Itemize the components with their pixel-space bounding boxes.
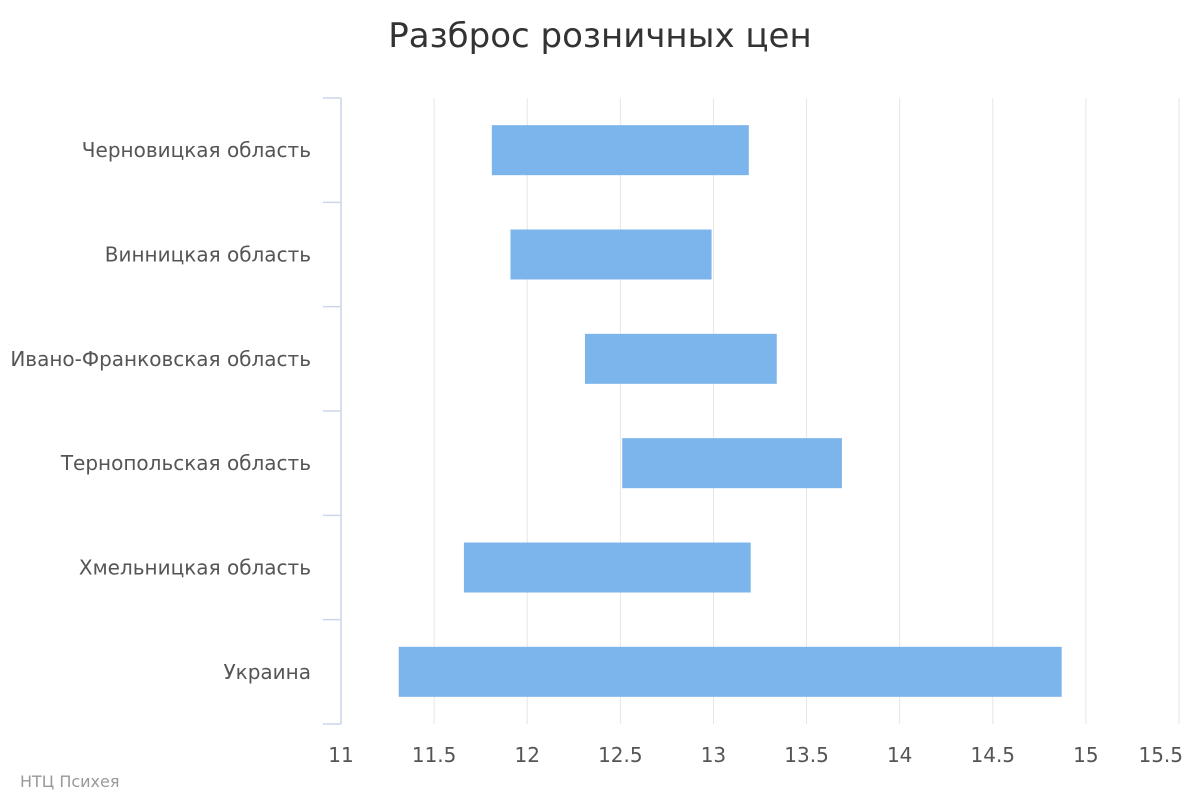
bar-series <box>398 125 1062 697</box>
x-tick-label: 14 <box>887 743 912 767</box>
credits-label[interactable]: НТЦ Психея <box>20 772 120 791</box>
category-label: Черновицкая область <box>82 138 311 162</box>
range-bar[interactable] <box>584 333 777 384</box>
x-tick-label: 13 <box>701 743 726 767</box>
range-bar[interactable] <box>510 229 712 280</box>
x-tick-label: 15.5 <box>1138 743 1183 767</box>
category-axis <box>323 97 342 725</box>
grid-lines <box>433 98 1180 724</box>
x-tick-label: 15 <box>1073 743 1098 767</box>
category-label: Хмельницкая область <box>79 556 311 580</box>
x-tick-label: 11 <box>328 743 353 767</box>
category-label: Тернопольская область <box>60 451 311 475</box>
x-tick-label: 13.5 <box>784 743 829 767</box>
x-tick-label: 11.5 <box>412 743 457 767</box>
range-bar[interactable] <box>463 542 751 593</box>
range-bar[interactable] <box>491 125 749 176</box>
x-tick-label: 12 <box>514 743 539 767</box>
range-bar[interactable] <box>622 438 842 489</box>
category-labels: Черновицкая область Винницкая область Иван… <box>10 138 311 684</box>
chart-title: Разброс розничных цен <box>388 16 811 56</box>
category-label: Винницкая область <box>105 243 311 267</box>
category-label: Украина <box>223 660 311 684</box>
x-tick-labels: 11 11.5 12 12.5 13 13.5 14 14.5 15 15.5 <box>328 743 1183 767</box>
category-label: Ивано-Франковская область <box>10 347 311 371</box>
x-tick-label: 12.5 <box>598 743 643 767</box>
x-tick-label: 14.5 <box>971 743 1016 767</box>
range-bar[interactable] <box>398 646 1062 697</box>
